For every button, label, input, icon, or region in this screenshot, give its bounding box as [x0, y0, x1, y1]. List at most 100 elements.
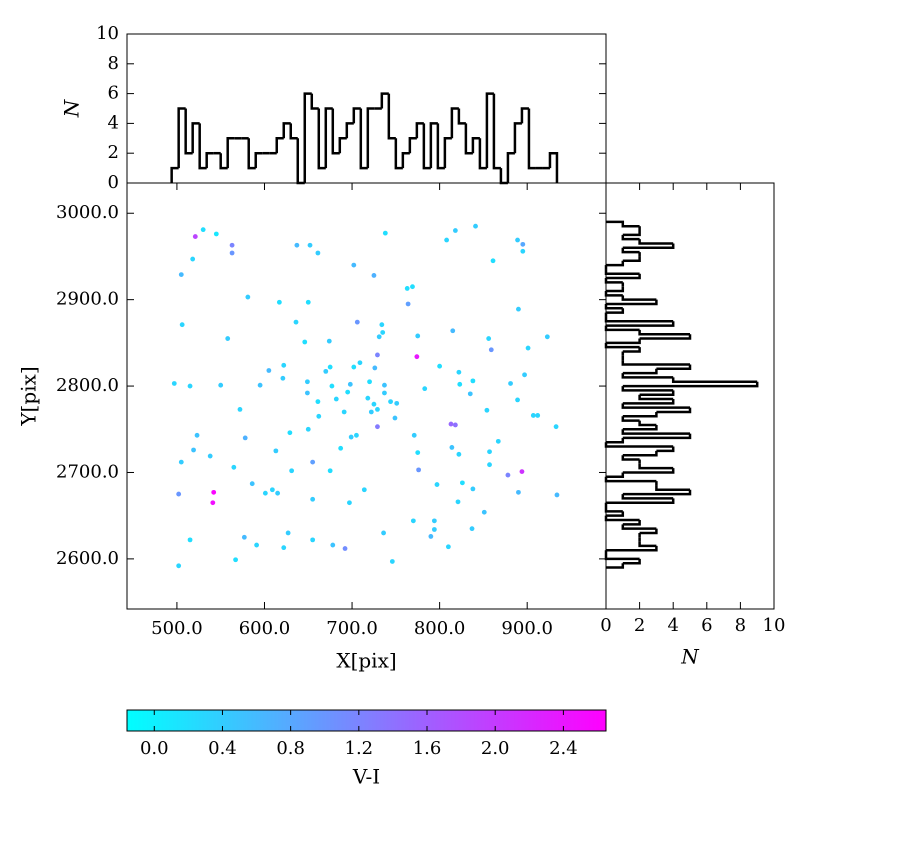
histogram-step — [499, 168, 508, 185]
point — [444, 237, 450, 243]
histogram-step — [622, 411, 658, 418]
point — [354, 432, 359, 438]
point — [484, 407, 490, 413]
histogram-step — [622, 450, 658, 457]
histogram-step — [422, 123, 431, 170]
histogram-step — [622, 347, 641, 353]
point — [187, 383, 193, 389]
point — [380, 330, 386, 335]
y-tick-label: 2700.0 — [56, 461, 119, 482]
histogram-step — [401, 151, 410, 169]
point — [218, 382, 224, 388]
point — [257, 382, 263, 388]
point — [345, 389, 351, 395]
point — [327, 364, 333, 370]
point — [389, 559, 395, 564]
point — [431, 518, 437, 524]
point — [455, 499, 461, 505]
point — [516, 489, 521, 495]
histogram-step — [639, 528, 658, 535]
point — [310, 496, 316, 502]
histogram-step — [639, 390, 675, 396]
x-tick-label: 4 — [667, 615, 678, 636]
histogram-step — [429, 122, 438, 169]
point — [351, 364, 357, 370]
point — [520, 248, 526, 254]
histogram-step — [226, 137, 235, 169]
point — [241, 534, 247, 540]
histogram-step — [606, 498, 675, 504]
histogram-step — [478, 138, 487, 170]
point — [375, 352, 380, 358]
point — [242, 435, 248, 441]
point — [289, 468, 295, 474]
histogram-step — [622, 230, 641, 237]
point — [365, 395, 371, 401]
point — [254, 542, 260, 548]
point — [394, 400, 400, 406]
y-tick-label: 3000.0 — [56, 202, 119, 223]
point — [459, 480, 465, 486]
point — [368, 409, 374, 415]
y-tick-label: 2900.0 — [56, 289, 119, 310]
histogram-step — [639, 334, 692, 340]
point — [515, 397, 520, 403]
point — [487, 462, 492, 468]
histogram-step — [289, 123, 298, 140]
point — [269, 487, 275, 493]
point — [382, 382, 387, 388]
point — [237, 406, 243, 412]
point — [176, 491, 182, 497]
point — [516, 306, 521, 312]
histogram-step — [219, 153, 228, 170]
colorbar-tick-label: 0.0 — [140, 738, 169, 759]
point — [361, 487, 367, 493]
histogram-step — [247, 138, 256, 170]
histogram-step — [622, 243, 675, 250]
point — [525, 345, 531, 351]
histogram-step — [606, 220, 640, 228]
point — [310, 459, 316, 465]
point — [450, 328, 456, 334]
point — [456, 369, 462, 375]
histogram-step — [604, 342, 640, 349]
point — [515, 237, 520, 243]
histogram-step — [606, 437, 625, 444]
colorbar-tick-label: 0.4 — [208, 738, 237, 759]
histogram-step — [324, 107, 333, 169]
point — [544, 334, 550, 340]
point — [375, 406, 380, 412]
point — [449, 445, 455, 450]
colorbar-tick-label: 2.4 — [549, 738, 578, 759]
histogram-step — [606, 338, 641, 345]
point — [486, 336, 492, 341]
point — [249, 481, 255, 487]
point — [382, 390, 387, 396]
point — [285, 530, 291, 536]
histogram-step — [317, 108, 326, 170]
histogram-step — [520, 107, 529, 124]
point — [490, 258, 496, 264]
histogram-step — [606, 563, 625, 569]
histogram-step — [471, 137, 480, 154]
histogram-step — [604, 269, 640, 275]
colorbar-tick-label: 1.6 — [413, 738, 442, 759]
point — [434, 482, 440, 487]
histogram-step — [184, 108, 193, 155]
histogram-step — [622, 256, 641, 263]
colorbar-label: V-I — [352, 765, 380, 789]
point — [207, 453, 213, 459]
point — [357, 360, 363, 366]
point — [323, 368, 329, 374]
x-tick-label: 0 — [600, 615, 611, 636]
point — [276, 299, 282, 305]
point — [376, 334, 382, 340]
point — [448, 421, 454, 427]
point — [428, 534, 434, 539]
point — [200, 227, 206, 233]
histogram-step — [621, 416, 640, 422]
y-axis-label: N — [60, 98, 84, 118]
histogram-step — [606, 472, 625, 479]
